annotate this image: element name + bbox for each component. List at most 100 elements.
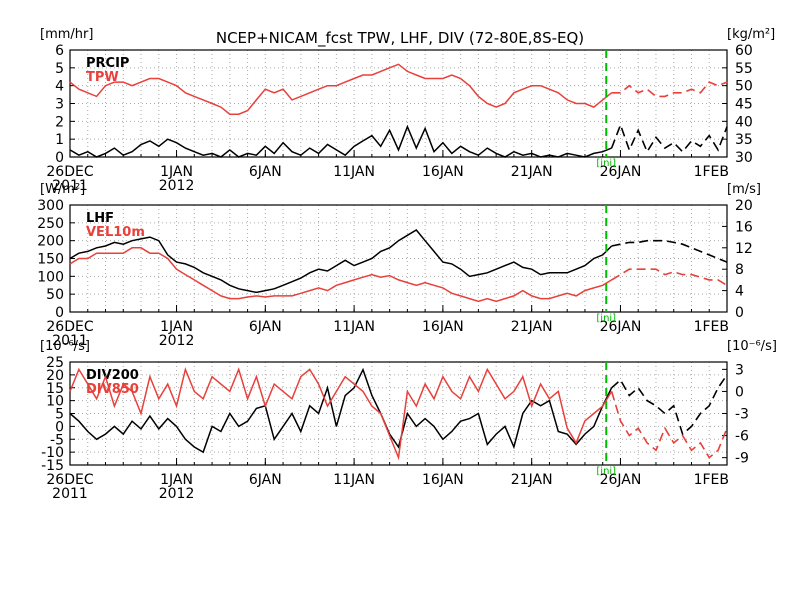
series-forecast-prcip [610, 122, 728, 154]
y-tick-label-right: 4 [735, 284, 744, 300]
y-tick-label-left: 6 [55, 43, 64, 59]
x-tick-label: 26DEC [46, 319, 93, 335]
x-tick-label: 6JAN [249, 164, 282, 180]
init-marker-label: [ini] [596, 466, 616, 477]
y-tick-label-left: 100 [37, 269, 64, 285]
x-tick-label: 21JAN [511, 164, 553, 180]
y-tick-label-left: 0 [55, 305, 64, 321]
x-tick-label: 1JAN [160, 164, 193, 180]
x-tick-label: 1JAN [160, 319, 193, 335]
x-tick-label: 1FEB [694, 164, 729, 180]
y-tick-label-left: 200 [37, 234, 64, 250]
y-tick-label-right: 20 [735, 198, 753, 214]
legend-lhf: LHF [86, 211, 114, 226]
y-tick-label-right: -6 [735, 429, 749, 445]
chart-title: NCEP+NICAM_fcst TPW, LHF, DIV (72-80E,8S… [216, 29, 584, 48]
x-tick-label: 16JAN [422, 319, 464, 335]
x-tick-label: 16JAN [422, 164, 464, 180]
legend-tpw: TPW [86, 70, 119, 85]
y-tick-label-right: 40 [735, 114, 753, 130]
left-axis-unit: [W/m²] [40, 182, 85, 197]
x-tick-label: 16JAN [422, 472, 464, 488]
y-tick-label-left: 5 [55, 61, 64, 77]
y-tick-label-right: 50 [735, 79, 753, 95]
left-axis-unit: [10⁻⁶/s] [40, 339, 90, 354]
series-line-tpw [69, 63, 613, 115]
series-forecast-div200 [611, 374, 728, 436]
y-tick-label-left: 20 [46, 368, 64, 384]
panel-3: -15-10-50510152025-9-6-30326DEC20111JAN2… [40, 339, 777, 502]
y-tick-label-left: 5 [55, 407, 64, 423]
x-tick-sublabel: 2012 [159, 178, 195, 194]
y-tick-label-right: 16 [735, 219, 753, 235]
x-tick-label: 21JAN [511, 472, 553, 488]
y-tick-label-right: 35 [735, 132, 753, 148]
y-tick-label-right: 8 [735, 262, 744, 278]
chart-panels: 01234563035404550556026DEC20111JAN20126J… [37, 27, 777, 502]
y-tick-label-right: -3 [735, 407, 749, 423]
panel-2: 05010015020025030004812162026DEC20111JAN… [37, 182, 761, 349]
init-marker-label: [ini] [596, 158, 616, 169]
series-forecast-tpw [611, 81, 728, 98]
y-tick-label-left: 4 [55, 79, 64, 95]
panel-1: 01234563035404550556026DEC20111JAN20126J… [40, 27, 775, 194]
right-axis-unit: [kg/m²] [727, 27, 775, 42]
y-tick-label-left: 50 [46, 287, 64, 303]
series-line-prcip [69, 124, 612, 158]
y-tick-label-right: 60 [735, 43, 753, 59]
right-axis-unit: [10⁻⁶/s] [727, 339, 777, 354]
y-tick-label-left: -15 [41, 458, 64, 474]
y-tick-label-right: 0 [735, 305, 744, 321]
series-forecast-div850 [610, 391, 728, 459]
x-tick-label: 26JAN [600, 164, 642, 180]
y-tick-label-right: -9 [735, 451, 749, 467]
y-tick-label-left: 0 [55, 419, 64, 435]
y-tick-label-left: -5 [50, 432, 64, 448]
y-tick-label-right: 3 [735, 362, 744, 378]
x-tick-sublabel: 2012 [159, 486, 195, 502]
left-axis-unit: [mm/hr] [40, 27, 93, 42]
series-line-vel10m [69, 247, 612, 303]
init-marker-label: [ini] [596, 313, 616, 324]
y-tick-label-left: 3 [55, 97, 64, 113]
y-tick-label-left: 300 [37, 198, 64, 214]
right-axis-unit: [m/s] [727, 182, 761, 197]
y-tick-label-right: 55 [735, 61, 753, 77]
y-tick-label-left: 150 [37, 252, 64, 268]
y-tick-label-left: -10 [41, 445, 64, 461]
legend-prcip: PRCIP [86, 56, 129, 71]
legend-vel10m: VEL10m [86, 225, 145, 240]
x-tick-sublabel: 2011 [52, 333, 88, 349]
legend-div850: DIV850 [86, 382, 139, 397]
x-tick-label: 6JAN [249, 472, 282, 488]
y-tick-label-left: 10 [46, 394, 64, 410]
x-tick-label: 26JAN [600, 472, 642, 488]
x-tick-label: 11JAN [333, 164, 375, 180]
y-tick-label-right: 30 [735, 150, 753, 166]
y-tick-label-left: 15 [46, 381, 64, 397]
y-tick-label-right: 0 [735, 384, 744, 400]
y-tick-label-left: 1 [55, 132, 64, 148]
y-tick-label-left: 250 [37, 216, 64, 232]
y-tick-label-left: 25 [46, 355, 64, 371]
x-tick-label: 1JAN [160, 472, 193, 488]
series-line-lhf [69, 229, 613, 294]
x-tick-label: 11JAN [333, 319, 375, 335]
x-tick-label: 1FEB [694, 472, 729, 488]
y-tick-label-left: 0 [55, 150, 64, 166]
legend-div200: DIV200 [86, 368, 139, 383]
x-tick-label: 21JAN [511, 319, 553, 335]
series-forecast-lhf [611, 239, 728, 263]
y-tick-label-left: 2 [55, 114, 64, 130]
x-tick-label: 26DEC [46, 472, 93, 488]
x-tick-label: 1FEB [694, 319, 729, 335]
y-tick-label-right: 12 [735, 241, 753, 257]
x-tick-label: 26DEC [46, 164, 93, 180]
y-tick-label-right: 45 [735, 97, 753, 113]
series-forecast-vel10m [611, 268, 728, 286]
series-line-div850 [69, 366, 613, 461]
x-tick-sublabel: 2011 [52, 178, 88, 194]
x-tick-sublabel: 2011 [52, 486, 88, 502]
x-tick-label: 11JAN [333, 472, 375, 488]
